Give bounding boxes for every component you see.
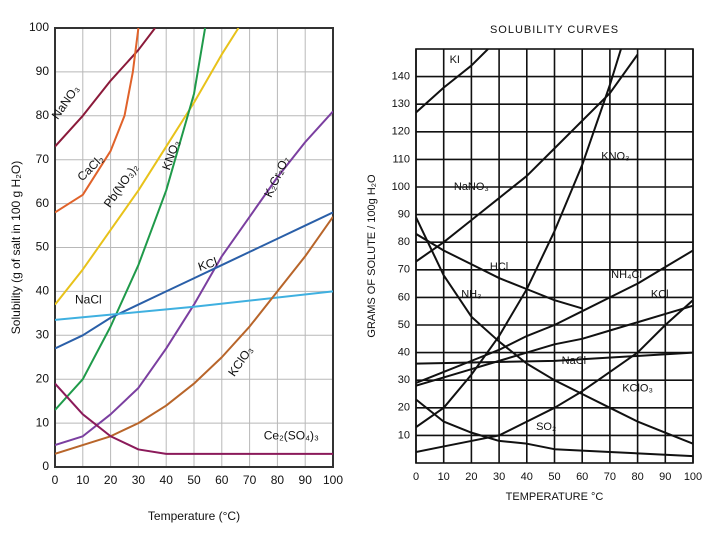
x-tick-label: 30 xyxy=(132,473,146,487)
x-tick-label: 100 xyxy=(323,473,343,487)
y-tick-label: 10 xyxy=(36,415,50,429)
y-tick-label: 100 xyxy=(392,181,410,193)
x-tick-label: 20 xyxy=(465,471,477,483)
y-tick-label: 50 xyxy=(36,240,50,254)
chart-title: SOLUBILITY CURVES xyxy=(490,24,619,36)
series-line xyxy=(55,28,207,411)
series-label: KCl xyxy=(651,289,669,301)
plot-frame xyxy=(415,48,694,464)
y-tick-label: 40 xyxy=(36,284,50,298)
y-tick-label: 100 xyxy=(29,20,49,34)
left-chart: 0 10 20 30 40 50 60 70 80 90 100 0 10 20 30 40 50 60 70 80 9… xyxy=(9,20,343,523)
y-tick-label: 90 xyxy=(36,64,50,78)
right-chart: 0 10 20 30 40 50 60 70 80 90 100 10 20 30 40 50 60 70 80 90… xyxy=(366,24,702,503)
series-line xyxy=(416,233,583,310)
y-tick-label: 30 xyxy=(398,374,410,386)
x-tick-label: 20 xyxy=(104,473,118,487)
series-label: Ce₂(SO₄)₃ xyxy=(264,428,319,442)
x-tick-label: 60 xyxy=(576,471,588,483)
series-group xyxy=(55,28,333,455)
x-tick-label: 70 xyxy=(604,471,616,483)
x-tick-label: 10 xyxy=(438,471,450,483)
series-line xyxy=(416,249,693,384)
series-label: NaNO₃ xyxy=(454,181,489,193)
series-line xyxy=(416,216,693,445)
x-tick-label: 0 xyxy=(413,471,419,483)
y-tick-label: 60 xyxy=(398,291,410,303)
y-tick-label: 60 xyxy=(36,196,50,210)
y-tick-label: 130 xyxy=(392,98,410,110)
x-tick-label: 60 xyxy=(215,473,229,487)
x-tick-label: 0 xyxy=(52,473,59,487)
x-axis-label: TEMPERATURE °C xyxy=(506,491,604,503)
x-tick-label: 70 xyxy=(243,473,257,487)
x-tick-label: 40 xyxy=(521,471,533,483)
y-tick-label: 10 xyxy=(398,429,410,441)
plot-frame xyxy=(54,27,334,468)
series-line xyxy=(416,49,489,114)
series-label: NaCl xyxy=(562,355,586,367)
series-line xyxy=(416,398,693,458)
series-line xyxy=(55,28,240,306)
series-label: KCl xyxy=(196,255,219,274)
y-tick-label: 80 xyxy=(36,108,50,122)
y-axis-label: Solubility (g of salt in 100 g H₂O) xyxy=(9,161,23,334)
x-tick-label: 90 xyxy=(299,473,313,487)
y-tick-label: 70 xyxy=(398,264,410,276)
y-tick-label: 20 xyxy=(398,402,410,414)
series-line xyxy=(55,211,333,350)
y-tick-label: 40 xyxy=(398,347,410,359)
y-tick-label: 20 xyxy=(36,371,50,385)
y-tick-label: 50 xyxy=(398,319,410,331)
y-tick-label: 140 xyxy=(392,71,410,83)
series-line xyxy=(55,290,333,321)
y-tick-label: 30 xyxy=(36,327,50,341)
series-line xyxy=(416,299,693,453)
series-line xyxy=(55,110,333,447)
y-tick-label: 70 xyxy=(36,152,50,166)
y-tick-label: 120 xyxy=(392,126,410,138)
x-tick-label: 50 xyxy=(187,473,201,487)
y-tick-label: 0 xyxy=(42,459,49,473)
y-tick-label: 90 xyxy=(398,209,410,221)
series-line xyxy=(55,216,333,455)
series-group xyxy=(416,49,693,458)
series-label: KI xyxy=(450,54,460,66)
y-tick-label: 80 xyxy=(398,236,410,248)
series-label: KNO₃ xyxy=(601,151,629,163)
y-tick-label: 110 xyxy=(392,153,410,165)
y-axis-label: GRAMS OF SOLUTE / 100g H₂O xyxy=(366,174,378,338)
series-line xyxy=(416,351,693,365)
x-tick-label: 30 xyxy=(493,471,505,483)
x-tick-label: 50 xyxy=(548,471,560,483)
series-line xyxy=(55,28,140,214)
x-tick-label: 80 xyxy=(271,473,285,487)
series-label: KClO₃ xyxy=(622,382,653,394)
series-label: HCl xyxy=(490,261,508,273)
x-tick-label: 40 xyxy=(160,473,174,487)
series-label: SO₂ xyxy=(536,421,556,433)
x-tick-label: 100 xyxy=(684,471,702,483)
x-tick-label: 90 xyxy=(659,471,671,483)
series-label: NH₃ xyxy=(461,289,481,301)
series-label: NH₄Cl xyxy=(611,269,642,281)
x-tick-label: 10 xyxy=(76,473,90,487)
series-line xyxy=(55,382,333,455)
series-line xyxy=(416,304,693,387)
series-line xyxy=(55,28,156,148)
x-axis-label: Temperature (°C) xyxy=(148,509,240,523)
series-line xyxy=(416,53,639,263)
x-tick-label: 80 xyxy=(631,471,643,483)
series-label: NaCl xyxy=(75,292,102,306)
